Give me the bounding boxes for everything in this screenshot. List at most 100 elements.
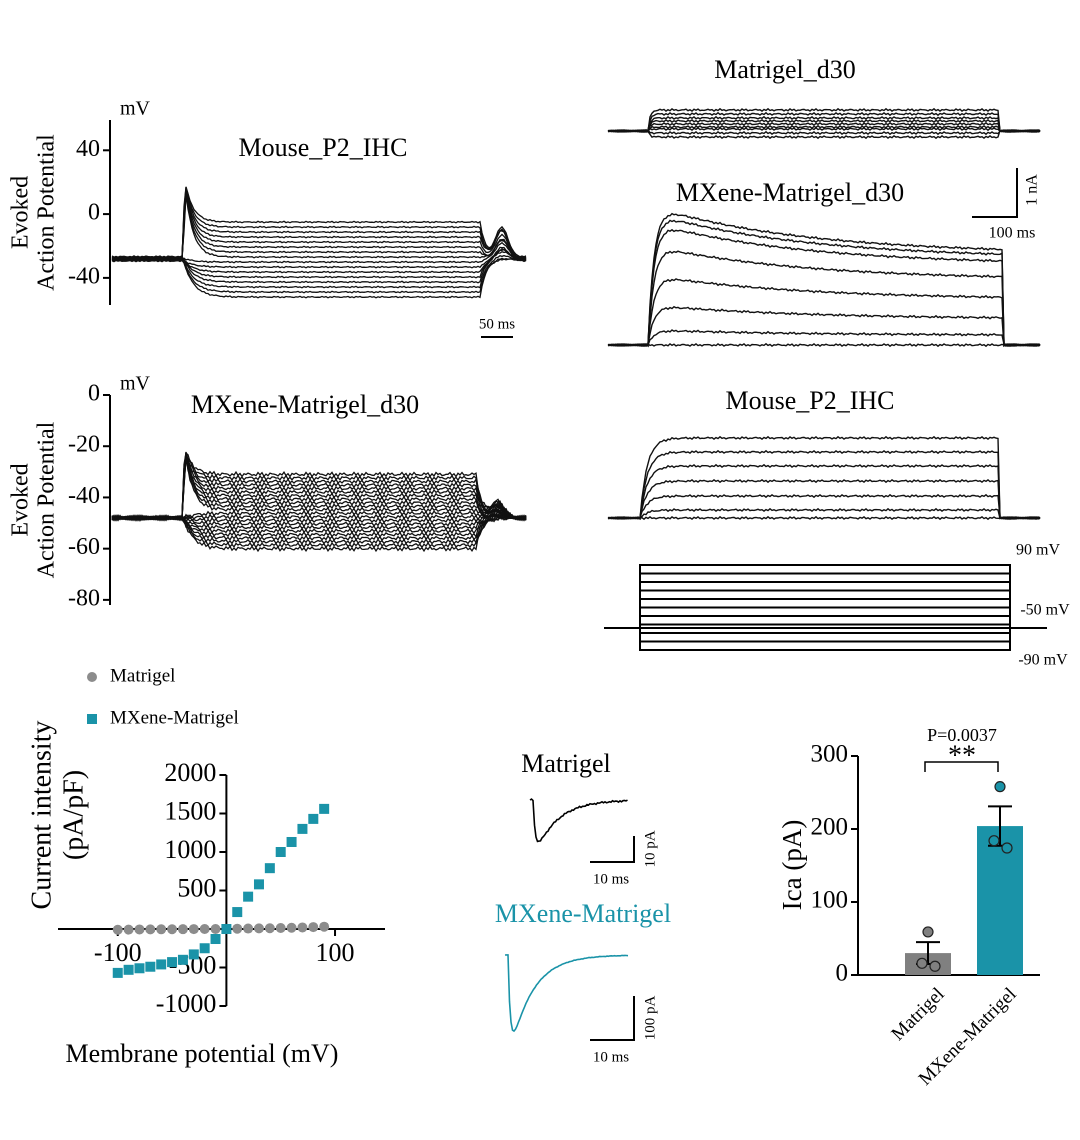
marker: [199, 924, 210, 934]
trace: [111, 186, 527, 262]
trace: [607, 107, 1041, 134]
x-axis-label: Membrane potential (mV): [66, 1039, 339, 1068]
trace: [607, 128, 1041, 140]
axis-label: Evoked: [8, 463, 34, 536]
trace: [607, 111, 1041, 134]
data-point: [1001, 842, 1013, 854]
bar: [977, 826, 1023, 975]
trace: [607, 119, 1041, 133]
marker: [123, 964, 134, 975]
marker: [145, 961, 156, 972]
trace: [529, 798, 628, 843]
panel-title: MXene-Matrigel_d30: [676, 178, 904, 207]
unit-label: mV: [120, 373, 151, 395]
y-tick-label: 2000: [164, 758, 216, 787]
y-tick-label: -20: [68, 432, 100, 458]
trace: [607, 515, 1041, 521]
axis-label: Action Potential: [34, 421, 60, 578]
y-tick-label: 100: [811, 887, 849, 914]
marker: [319, 803, 330, 814]
marker: [199, 943, 210, 954]
trace: [607, 435, 1041, 521]
marker: [286, 836, 297, 847]
trace: [607, 128, 1041, 136]
marker: [112, 967, 123, 978]
data-point: [988, 835, 1000, 847]
marker: [156, 959, 167, 970]
marker: [188, 949, 199, 960]
panel-title: Mouse_P2_IHC: [725, 386, 894, 415]
trace: [607, 126, 1041, 134]
marker: [308, 813, 319, 824]
y-tick-label: -40: [68, 483, 100, 509]
marker: [264, 863, 275, 874]
significance-label: **: [948, 740, 976, 771]
data-point: [929, 960, 941, 972]
trace: [111, 189, 527, 259]
y-tick-label: 0: [88, 381, 100, 407]
data-point: [922, 926, 934, 938]
x-tick-label: Matrigel: [887, 984, 948, 1045]
trace: [607, 507, 1041, 520]
trace: [607, 212, 1041, 348]
data-point: [916, 957, 928, 969]
y-tick-label: 500: [177, 873, 216, 902]
marker: [188, 924, 199, 935]
significance-bracket: [924, 761, 999, 772]
y-tick-label: -40: [68, 263, 100, 289]
trace: [607, 228, 1041, 348]
trace: [111, 248, 527, 279]
marker: [134, 924, 145, 935]
marker: [286, 922, 297, 933]
marker: [177, 954, 188, 965]
marker: [156, 924, 167, 935]
panel-title: MXene-Matrigel_d30: [191, 390, 419, 419]
p-value: P=0.0037: [927, 725, 997, 745]
trace: [607, 329, 1041, 348]
axis-label: Evoked: [8, 176, 34, 249]
y-tick-label: -1000: [156, 989, 217, 1018]
legend-marker: [87, 672, 97, 682]
trace: [111, 191, 527, 261]
protocol-label: -90 mV: [1018, 652, 1068, 669]
trace: [111, 189, 527, 260]
scale-bar-label: 10 ms: [593, 1049, 629, 1065]
trace: [111, 194, 527, 259]
trace: [607, 305, 1041, 348]
marker: [253, 879, 264, 890]
marker: [134, 963, 145, 974]
y-tick-label: 1500: [164, 796, 216, 825]
marker: [123, 924, 134, 935]
y-tick-label: -80: [68, 585, 100, 611]
marker: [297, 823, 308, 834]
marker: [253, 923, 264, 934]
legend-marker: [87, 714, 97, 724]
scale-bar-label: 50 ms: [479, 316, 515, 332]
marker: [221, 924, 232, 934]
marker: [167, 957, 178, 968]
x-tick-label: 100: [316, 938, 355, 967]
y-tick-label: 300: [811, 741, 849, 768]
legend-label: MXene-Matrigel: [110, 707, 239, 728]
trace: [111, 514, 527, 553]
trace-label: MXene-Matrigel: [495, 899, 671, 928]
trace-label: Matrigel: [521, 749, 611, 778]
panel-title: Mouse_P2_IHC: [238, 133, 407, 162]
unit-label: mV: [120, 98, 151, 120]
marker: [243, 891, 254, 902]
legend-label: Matrigel: [110, 665, 175, 686]
y-tick-label: 200: [811, 814, 849, 841]
trace: [607, 463, 1041, 521]
marker: [275, 847, 286, 857]
y-tick-label: 1000: [164, 835, 216, 864]
protocol-label: 90 mV: [1016, 542, 1060, 559]
marker: [112, 924, 123, 935]
y-tick-label: 0: [88, 200, 100, 226]
trace: [504, 954, 629, 1033]
axis-label: Action Potential: [34, 134, 60, 291]
marker: [297, 922, 308, 933]
axis-label: Current intensity: [26, 721, 57, 910]
trace: [607, 479, 1041, 520]
marker: [145, 924, 156, 935]
